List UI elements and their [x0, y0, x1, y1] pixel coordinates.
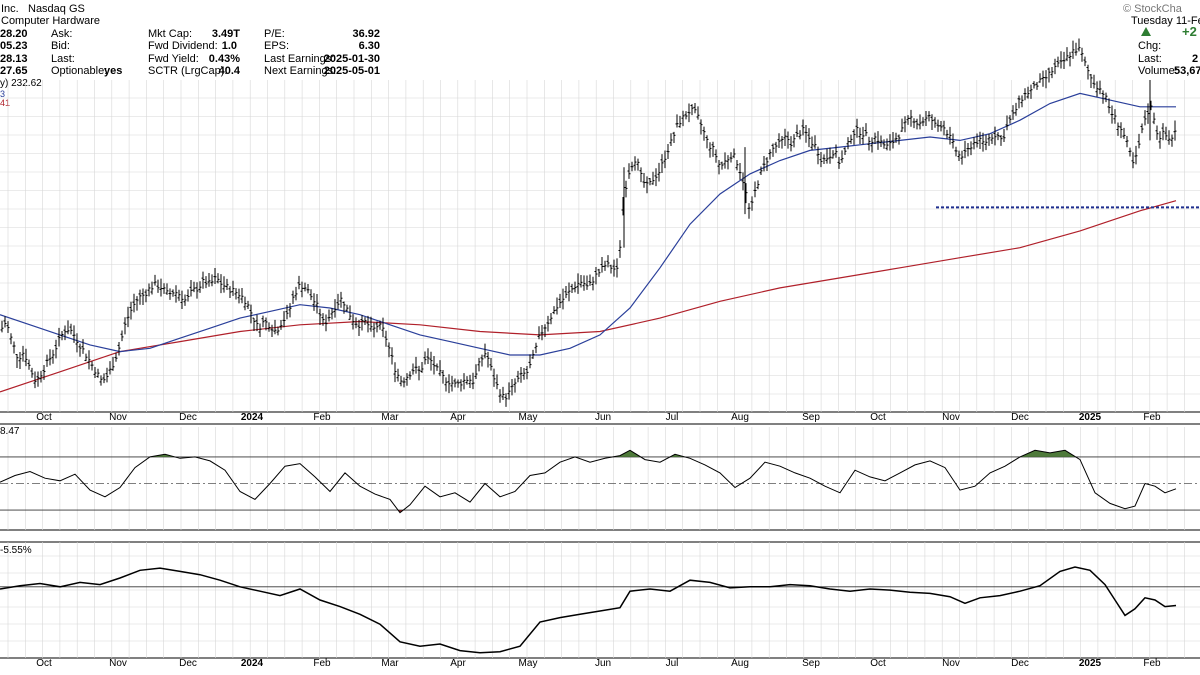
price-panel: [0, 38, 1200, 407]
ma-legend-price: y) 232.62: [0, 78, 42, 89]
x-tick-label: Jun: [595, 658, 611, 669]
change-value: +2: [1182, 24, 1197, 39]
volume-label: Volume:: [1138, 65, 1178, 77]
fund-label-dividend: Fwd Dividend:: [148, 40, 218, 52]
chart-header: Inc. Nasdaq GS Computer Hardware 28.20 A…: [0, 0, 1200, 108]
x-tick-label: Sep: [802, 412, 820, 423]
x-tick-label: Aug: [731, 412, 749, 423]
ma-legend-long: 41: [0, 98, 11, 108]
ratio-label-pe: P/E:: [264, 28, 285, 40]
volume-value: 53,67: [1174, 65, 1200, 77]
quote-label-ask: Ask:: [51, 28, 73, 40]
x-tick-label: 2025: [1079, 412, 1102, 423]
x-tick-label: Nov: [109, 412, 127, 423]
fund-label-mktcap: Mkt Cap:: [148, 28, 193, 40]
quote-label-last: Last:: [51, 53, 75, 65]
ma-short-line: [0, 92, 1176, 356]
x-tick-label: Jun: [595, 412, 611, 423]
date-label: Tuesday 11-Feb: [1131, 15, 1200, 27]
ratio-value-pe: 36.92: [352, 28, 380, 40]
quote-label-bid: Bid:: [51, 40, 70, 52]
chg-label: Chg:: [1138, 40, 1162, 52]
exchange-label: Nasdaq GS: [28, 3, 85, 15]
rs-line: [0, 566, 1177, 654]
rsi-overbought-fill: [1021, 450, 1075, 457]
relative-strength-panel: [0, 566, 1200, 654]
x-tick-label: Mar: [381, 658, 399, 669]
rsi-overbought-fill: [613, 450, 640, 457]
x-tick-label: May: [519, 412, 538, 423]
last-value: 2: [1192, 53, 1199, 65]
x-tick-label: Feb: [313, 412, 331, 423]
ratio-label-next-earnings: Next Earnings:: [264, 65, 337, 77]
quote-value-optionable: 27.65: [0, 65, 28, 77]
x-tick-label: Nov: [109, 658, 127, 669]
x-tick-label: Aug: [731, 658, 749, 669]
x-tick-label: Dec: [179, 658, 197, 669]
quote-value-last: 28.13: [0, 53, 28, 65]
x-tick-label: Feb: [1143, 658, 1161, 669]
x-tick-label: 2025: [1079, 658, 1102, 669]
last-label: Last:: [1138, 53, 1162, 65]
fund-value-dividend: 1.0: [221, 40, 237, 52]
ma-long-line: [0, 200, 1177, 393]
quote-value-ask: 28.20: [0, 28, 28, 40]
fund-value-mktcap: 3.49T: [211, 28, 240, 40]
optionable-value: yes: [104, 65, 123, 77]
fund-label-yield: Fwd Yield:: [148, 53, 199, 65]
grid: [0, 80, 1200, 659]
x-tick-label: Oct: [36, 412, 52, 423]
quote-label-optionable: Optionable:: [51, 65, 108, 77]
ratio-value-next-earnings: 2025-05-01: [323, 65, 380, 77]
fund-value-sctr: 40.4: [218, 65, 240, 77]
x-tick-label: May: [519, 658, 538, 669]
ma-legend-short: 3: [0, 89, 6, 99]
x-tick-label: Oct: [870, 658, 886, 669]
fund-value-yield: 0.43%: [208, 53, 240, 65]
x-axes: Oct Oct Nov Nov Dec Dec 2024 2024 Feb Feb Mar Mar Ap…: [36, 412, 1161, 669]
ratio-value-last-earnings: 2025-01-30: [323, 53, 380, 65]
ratio-value-eps: 6.30: [358, 40, 380, 52]
x-tick-label: Dec: [179, 412, 197, 423]
x-tick-label: 2024: [241, 412, 264, 423]
x-tick-label: Oct: [870, 412, 886, 423]
x-tick-label: Sep: [802, 658, 820, 669]
x-tick-label: Oct: [36, 658, 52, 669]
x-tick-label: Mar: [381, 412, 399, 423]
rsi-legend: 8.47: [0, 426, 20, 437]
watermark-label: © StockCha: [1123, 3, 1182, 15]
x-tick-label: Jul: [666, 412, 679, 423]
x-tick-label: Jul: [666, 658, 679, 669]
up-arrow-icon: [1141, 27, 1151, 36]
company-fragment: Inc.: [1, 3, 19, 15]
quote-value-bid: 05.23: [0, 40, 28, 52]
rs-legend: -5.55%: [0, 545, 32, 556]
x-tick-label: Dec: [1011, 658, 1029, 669]
x-tick-label: Nov: [942, 658, 960, 669]
ratio-label-last-earnings: Last Earnings:: [264, 53, 335, 65]
x-tick-label: Nov: [942, 412, 960, 423]
rsi-line: [0, 449, 1177, 514]
rsi-overbought-fill: [151, 454, 174, 457]
ratio-label-eps: EPS:: [264, 40, 290, 52]
x-tick-label: Dec: [1011, 412, 1029, 423]
fund-label-sctr: SCTR (LrgCap):: [148, 65, 228, 77]
x-tick-label: Feb: [1143, 412, 1161, 423]
x-tick-label: Apr: [450, 412, 466, 423]
sector-label: Computer Hardware: [1, 15, 101, 27]
x-tick-label: Apr: [450, 658, 466, 669]
x-tick-label: Feb: [313, 658, 331, 669]
rsi-panel: [0, 449, 1200, 514]
x-tick-label: 2024: [241, 658, 264, 669]
